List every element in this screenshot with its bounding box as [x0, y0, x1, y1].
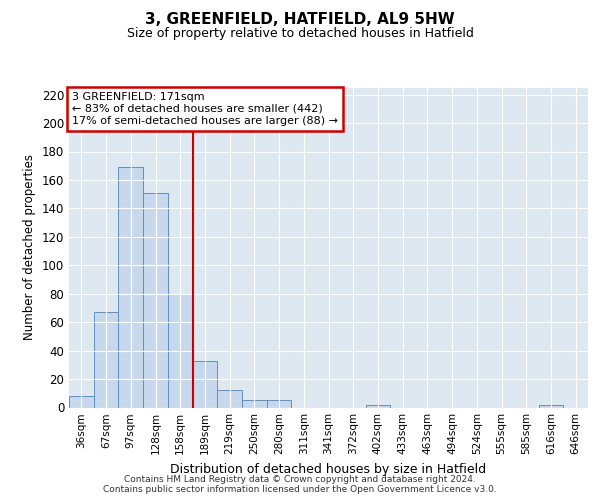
Bar: [168, 294, 193, 408]
Bar: [539, 404, 563, 407]
Text: Contains HM Land Registry data © Crown copyright and database right 2024.
Contai: Contains HM Land Registry data © Crown c…: [103, 474, 497, 494]
Bar: [94, 312, 118, 408]
Y-axis label: Number of detached properties: Number of detached properties: [23, 154, 36, 340]
Bar: [193, 360, 217, 408]
Bar: [267, 400, 292, 407]
Bar: [69, 396, 94, 407]
Bar: [143, 192, 168, 408]
X-axis label: Distribution of detached houses by size in Hatfield: Distribution of detached houses by size …: [170, 463, 487, 476]
Text: Size of property relative to detached houses in Hatfield: Size of property relative to detached ho…: [127, 26, 473, 40]
Text: 3, GREENFIELD, HATFIELD, AL9 5HW: 3, GREENFIELD, HATFIELD, AL9 5HW: [145, 12, 455, 28]
Bar: [118, 167, 143, 408]
Bar: [242, 400, 267, 407]
Bar: [365, 404, 390, 407]
Text: 3 GREENFIELD: 171sqm
← 83% of detached houses are smaller (442)
17% of semi-deta: 3 GREENFIELD: 171sqm ← 83% of detached h…: [71, 92, 338, 126]
Bar: [217, 390, 242, 407]
